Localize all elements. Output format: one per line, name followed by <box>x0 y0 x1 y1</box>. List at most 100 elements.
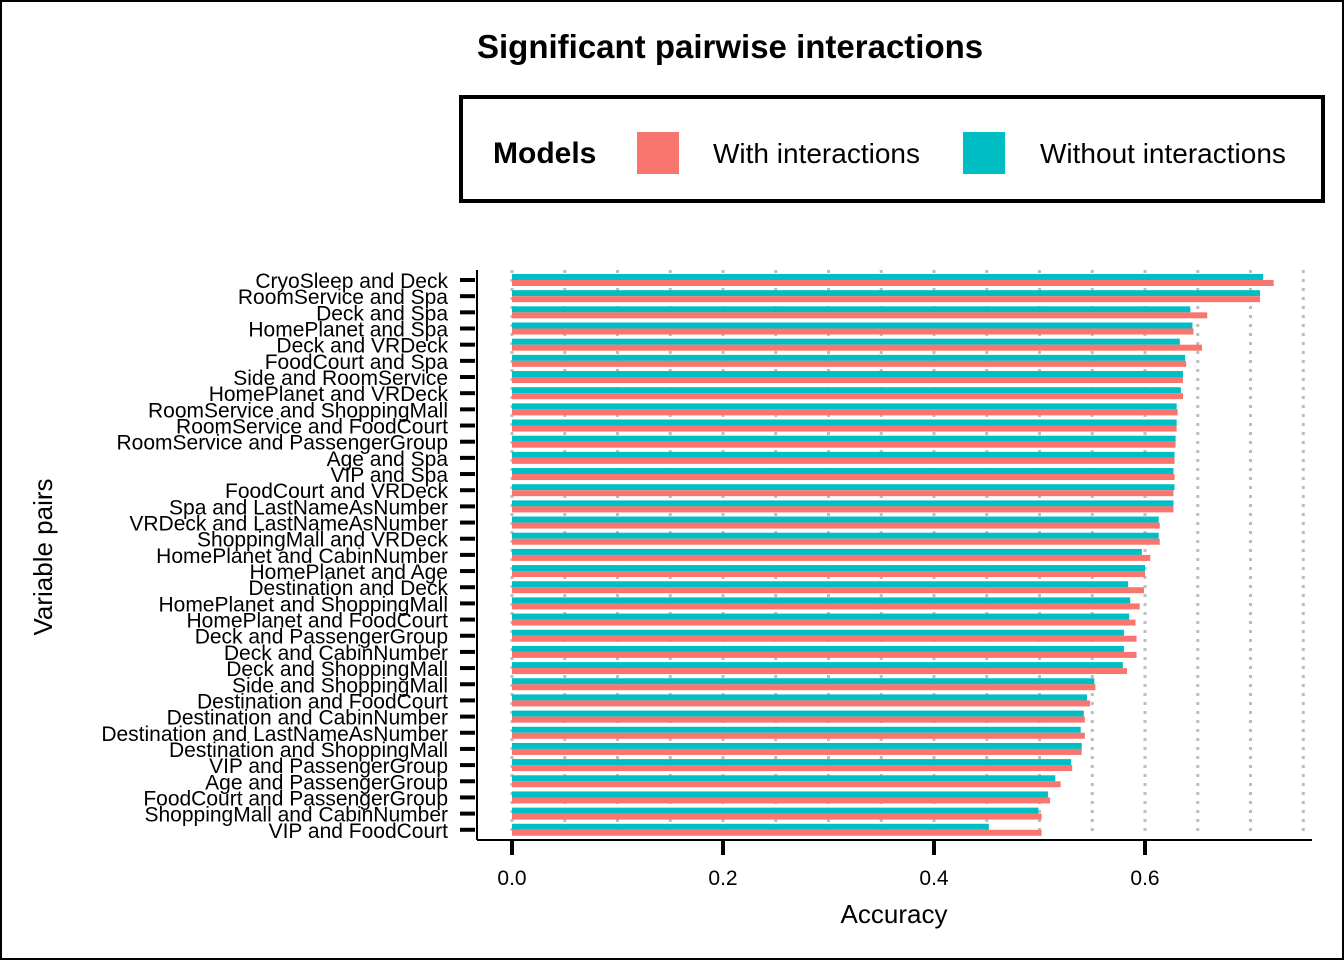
bar-with-1 <box>512 296 1260 303</box>
bar-without-17 <box>512 548 1142 555</box>
bar-with-6 <box>512 377 1183 384</box>
bar-with-4 <box>512 344 1202 351</box>
bar-without-34 <box>512 823 989 830</box>
y-tick-label: RoomService and Spa <box>238 286 448 309</box>
y-tick-label: VIP and Spa <box>330 464 448 487</box>
bar-without-33 <box>512 807 1039 814</box>
bar-without-2 <box>512 306 1191 313</box>
legend: Models With interactions Without interac… <box>459 95 1325 203</box>
bar-without-31 <box>512 775 1056 782</box>
bar-with-23 <box>512 651 1137 658</box>
bar-without-14 <box>512 500 1174 507</box>
bar-with-34 <box>512 829 1042 836</box>
bar-without-15 <box>512 516 1159 523</box>
y-tick-label: VIP and FoodCourt <box>269 820 449 843</box>
y-tick-label: Deck and PassengerGroup <box>195 626 448 649</box>
bar-with-31 <box>512 781 1061 788</box>
y-tick-label: VIP and PassengerGroup <box>209 755 448 778</box>
y-tick-label: FoodCourt and PassengerGroup <box>143 787 448 810</box>
x-tick-label: 0.0 <box>497 867 526 890</box>
bar-without-3 <box>512 322 1193 329</box>
x-axis-title: Accuracy <box>841 899 948 929</box>
bar-with-28 <box>512 732 1085 739</box>
y-tick-label: FoodCourt and VRDeck <box>225 480 448 503</box>
x-tick-label: 0.4 <box>919 867 949 890</box>
y-tick-label: Side and RoomService <box>233 367 448 390</box>
bar-without-6 <box>512 371 1183 378</box>
bar-without-23 <box>512 645 1124 652</box>
y-tick-label: Destination and Deck <box>248 577 448 600</box>
y-tick-label: CryoSleep and Deck <box>255 270 448 293</box>
y-tick-label: Destination and ShoppingMall <box>169 739 448 762</box>
y-tick-label: Destination and FoodCourt <box>197 690 448 713</box>
bar-without-27 <box>512 710 1084 717</box>
y-tick-label: HomePlanet and FoodCourt <box>187 610 449 633</box>
bar-with-7 <box>512 393 1183 400</box>
bar-without-0 <box>512 274 1264 280</box>
bar-with-0 <box>512 280 1274 286</box>
y-tick-label: VRDeck and LastNameAsNumber <box>129 513 448 536</box>
bar-with-2 <box>512 312 1208 319</box>
y-tick-label: HomePlanet and VRDeck <box>209 383 449 406</box>
bar-without-12 <box>512 468 1174 475</box>
bar-without-22 <box>512 629 1124 636</box>
bar-without-1 <box>512 290 1260 297</box>
bar-without-5 <box>512 354 1186 361</box>
chart-title: Significant pairwise interactions <box>477 28 984 65</box>
y-tick-label: Age and Spa <box>327 448 449 471</box>
bar-without-21 <box>512 613 1130 620</box>
legend-title: Models <box>493 137 597 170</box>
bar-without-19 <box>512 581 1129 588</box>
y-tick-label: RoomService and FoodCourt <box>176 416 448 439</box>
bar-with-32 <box>512 797 1051 804</box>
bar-without-32 <box>512 791 1048 798</box>
bar-with-24 <box>512 668 1128 675</box>
y-tick-label: RoomService and PassengerGroup <box>116 432 448 455</box>
y-tick-label: ShoppingMall and CabinNumber <box>144 804 448 827</box>
legend-swatch-without-interactions <box>963 132 1005 174</box>
bar-without-4 <box>512 338 1180 345</box>
bar-without-11 <box>512 451 1175 458</box>
bar-without-13 <box>512 484 1175 491</box>
bar-with-17 <box>512 554 1151 561</box>
bar-with-30 <box>512 765 1073 772</box>
bar-with-9 <box>512 425 1177 432</box>
x-tick-label: 0.6 <box>1130 867 1159 890</box>
bar-without-24 <box>512 662 1123 669</box>
bar-with-12 <box>512 474 1175 481</box>
y-axis-title: Variable pairs <box>28 478 58 635</box>
bar-with-22 <box>512 635 1137 642</box>
bar-without-30 <box>512 759 1072 766</box>
y-tick-label: Destination and CabinNumber <box>167 707 448 730</box>
y-tick-label: HomePlanet and Age <box>250 561 448 584</box>
y-tick-label: Spa and LastNameAsNumber <box>169 496 448 519</box>
bar-with-16 <box>512 538 1160 545</box>
bar-without-29 <box>512 742 1082 749</box>
bar-with-13 <box>512 490 1174 497</box>
bar-with-14 <box>512 506 1174 513</box>
bar-with-29 <box>512 748 1082 755</box>
y-tick-label: HomePlanet and Spa <box>248 319 448 342</box>
y-tick-label: ShoppingMall and VRDeck <box>197 529 448 552</box>
y-tick-label: Age and PassengerGroup <box>205 771 448 794</box>
bar-with-15 <box>512 522 1160 529</box>
bar-with-20 <box>512 603 1140 610</box>
bar-without-9 <box>512 419 1177 426</box>
y-tick-label: Destination and LastNameAsNumber <box>101 723 448 746</box>
y-tick-label: Deck and VRDeck <box>276 335 448 358</box>
bar-without-28 <box>512 726 1081 733</box>
bar-without-26 <box>512 694 1087 701</box>
bar-with-27 <box>512 716 1085 723</box>
bar-with-18 <box>512 571 1145 578</box>
y-tick-label: FoodCourt and Spa <box>265 351 449 374</box>
bar-without-7 <box>512 387 1181 394</box>
bar-without-25 <box>512 678 1095 685</box>
bar-with-10 <box>512 441 1176 448</box>
bar-with-19 <box>512 587 1144 594</box>
bar-without-18 <box>512 565 1145 572</box>
legend-swatch-with-interactions <box>637 132 679 174</box>
y-tick-label: Deck and ShoppingMall <box>226 658 448 681</box>
bar-with-8 <box>512 409 1178 416</box>
